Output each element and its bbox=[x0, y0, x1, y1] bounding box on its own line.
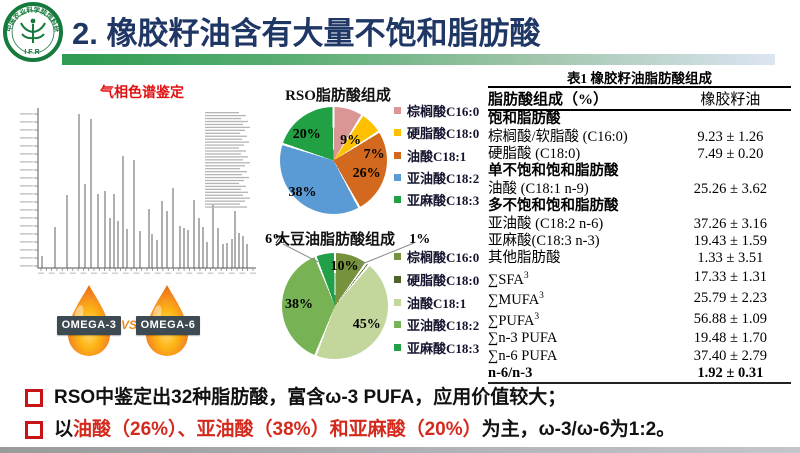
bullet-square-icon bbox=[25, 389, 43, 407]
pie-percent-label: 38% bbox=[284, 296, 313, 312]
legend-label: 油酸C18:1 bbox=[407, 295, 467, 311]
omega-comparison-graphic: OMEGA-3 VS OMEGA-6 bbox=[50, 278, 210, 373]
pie-percent-label: 20% bbox=[292, 126, 321, 142]
legend-item: 棕榈酸C16:0 bbox=[394, 103, 494, 119]
legend-swatch bbox=[394, 298, 401, 306]
legend-label: 亚麻酸C18:3 bbox=[407, 193, 480, 209]
pie-percent-label: 6% bbox=[265, 232, 287, 248]
legend-label: 油酸C18:1 bbox=[407, 148, 467, 164]
legend-swatch bbox=[394, 275, 401, 283]
legend-item: 油酸C18:1 bbox=[394, 295, 494, 311]
table-row: ∑n-6 PUFA 37.40 ± 2.79 bbox=[488, 347, 768, 364]
chromatogram-heading: 气相色谱鉴定 bbox=[100, 84, 184, 100]
table-col1-header: 脂肪酸组成（%） bbox=[488, 86, 670, 111]
legend-item: 亚油酸C18:2 bbox=[394, 317, 494, 334]
legend-item: 亚麻酸C18:3 bbox=[394, 192, 494, 209]
table-row: 油酸 (C18:1 n-9) 25.26 ± 3.62 bbox=[488, 180, 768, 197]
bullet-row: RSO中鉴定出32种脂肪酸，富含ω-3 PUFA，应用价值较大； bbox=[25, 383, 790, 412]
omega6-banner: OMEGA-6 bbox=[136, 316, 200, 335]
legend-swatch bbox=[394, 253, 401, 260]
rso-pie-title: RSO脂肪酸组成 bbox=[285, 88, 391, 104]
legend-label: 亚油酸C18:2 bbox=[407, 318, 480, 334]
legend-item: 硬脂酸C18:0 bbox=[394, 272, 494, 288]
soybean-pie-title: 大豆油脂肪酸组成 bbox=[274, 232, 395, 248]
pie-percent-label: 7% bbox=[363, 147, 385, 163]
legend-swatch bbox=[394, 196, 401, 204]
soybean-pie-chart: 10% 1% 45% 38% 6% bbox=[265, 232, 430, 359]
legend-label: 亚油酸C18:2 bbox=[407, 170, 480, 186]
bullet-text: 以油酸（26%）、亚油酸（38%）和亚麻酸（20%）为主，ω-3/ω-6为1:2… bbox=[54, 419, 676, 440]
institute-logo-icon: 中国农业科学院饲料研究所 IFR bbox=[2, 1, 63, 62]
rso-pie-chart: 9% 7% 26% 38% 20% bbox=[280, 107, 387, 214]
table-row: 其他脂肪酸 1.33 ± 3.51 bbox=[488, 250, 764, 267]
plant-glyph-icon bbox=[20, 22, 46, 43]
pie-percent-label: 10% bbox=[330, 258, 359, 274]
slide-title: 2. 橡胶籽油含有大量不饱和脂肪酸 bbox=[72, 16, 541, 51]
pie-leader-lines bbox=[282, 242, 415, 267]
legend-item: 亚麻酸C18:3 bbox=[394, 340, 494, 357]
table-col2-header: 橡胶籽油 bbox=[669, 86, 791, 111]
bullet-square-icon bbox=[25, 421, 43, 439]
omega3-banner: OMEGA-3 bbox=[57, 316, 121, 335]
table-row: 亚麻酸(C18:3 n-3) 19.43 ± 1.59 bbox=[488, 232, 768, 249]
legend-item: 棕榈酸C16:0 bbox=[394, 249, 494, 265]
legend-swatch bbox=[394, 151, 401, 159]
vs-label: VS bbox=[120, 318, 137, 332]
legend-swatch bbox=[394, 344, 401, 352]
fatty-acid-table: 脂肪酸组成（%） 橡胶籽油 饱和脂肪酸 棕榈酸/软脂酸 (C16:0) 9.23 ±… bbox=[488, 86, 791, 385]
table-row: n-6/n-3 1.92 ± 0.31 bbox=[488, 364, 791, 385]
legend-label: 亚麻酸C18:3 bbox=[407, 341, 480, 357]
table-row: 饱和脂肪酸 bbox=[488, 111, 561, 128]
rso-pie-legend: 棕榈酸C16:0 硬脂酸C18:0 油酸C18:1 亚油酸C18:2 亚麻酸C18:3 bbox=[394, 103, 494, 214]
pie-percent-label: 26% bbox=[352, 166, 381, 182]
legend-swatch bbox=[394, 173, 401, 181]
legend-item: 亚油酸C18:2 bbox=[394, 170, 494, 186]
table-row: 单不饱和饱和脂肪酸 bbox=[488, 163, 619, 180]
pie-percent-label: 45% bbox=[352, 317, 381, 333]
slide-bottom-edge bbox=[0, 447, 800, 453]
table-row: ∑PUFA3 56.88 ± 1.09 bbox=[488, 311, 768, 329]
title-underline-bar bbox=[62, 54, 775, 65]
pie-percent-label: 9% bbox=[340, 133, 362, 149]
table-row: 棕榈酸/软脂酸 (C16:0) 9.23 ± 1.26 bbox=[488, 128, 764, 145]
table-row: 硬脂酸 (C18:0) 7.49 ± 0.20 bbox=[488, 145, 764, 162]
logo-abbr: IFR bbox=[24, 49, 41, 56]
table-caption: 表1 橡胶籽油脂肪酸组成 bbox=[566, 71, 713, 86]
legend-label: 棕榈酸C16:0 bbox=[407, 104, 480, 119]
legend-swatch bbox=[394, 321, 401, 329]
legend-swatch bbox=[394, 107, 401, 114]
bullet-text: RSO中鉴定出32种脂肪酸，富含ω-3 PUFA，应用价值较大； bbox=[54, 387, 567, 408]
legend-label: 棕榈酸C16:0 bbox=[407, 250, 480, 265]
legend-label: 硬脂酸C18:0 bbox=[407, 272, 480, 288]
key-points: RSO中鉴定出32种脂肪酸，富含ω-3 PUFA，应用价值较大； 以油酸（26%）… bbox=[25, 383, 790, 447]
table-row: ∑SFA3 17.33 ± 1.31 bbox=[488, 269, 768, 288]
bullet-row: 以油酸（26%）、亚油酸（38%）和亚麻酸（20%）为主，ω-3/ω-6为1:2… bbox=[25, 415, 790, 444]
legend-swatch bbox=[394, 129, 401, 137]
legend-item: 硬脂酸C18:0 bbox=[394, 125, 494, 142]
pie-percent-label: 38% bbox=[288, 184, 317, 200]
soybean-pie-legend: 棕榈酸C16:0 硬脂酸C18:0 油酸C18:1 亚油酸C18:2 亚麻酸C18:3 bbox=[394, 249, 494, 363]
table-row: 多不饱和饱和脂肪酸 bbox=[488, 198, 619, 215]
gas-chromatogram-chart bbox=[20, 108, 256, 274]
pie-percent-label: 1% bbox=[409, 232, 431, 248]
table-row: ∑MUFA3 25.79 ± 2.23 bbox=[488, 290, 768, 309]
legend-item: 油酸C18:1 bbox=[394, 148, 494, 164]
table-row: 亚油酸 (C18:2 n-6) 37.26 ± 3.16 bbox=[488, 215, 768, 232]
legend-label: 硬脂酸C18:0 bbox=[407, 126, 480, 142]
table-row: ∑n-3 PUFA 19.48 ± 1.70 bbox=[488, 330, 768, 347]
